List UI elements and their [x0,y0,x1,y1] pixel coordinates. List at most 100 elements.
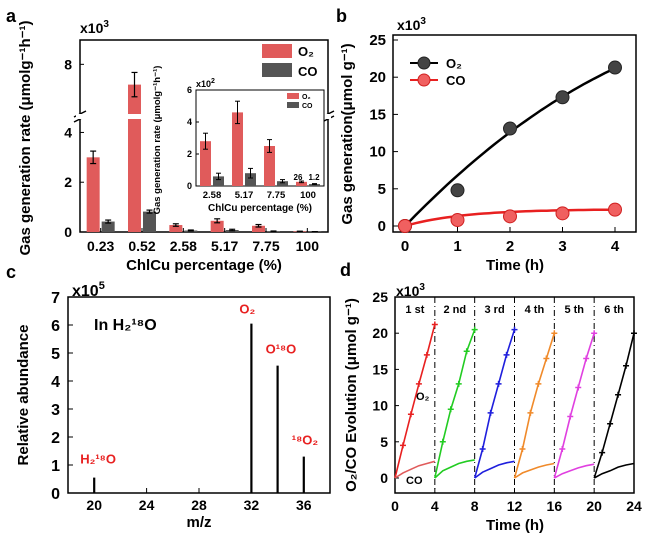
bar-o2 [169,225,183,232]
o2-line [473,329,516,479]
cycle-label: 1 st [405,304,424,316]
bar-co [143,211,156,232]
inset-legend-o2: O₂ [302,94,311,101]
inset-frame [195,89,325,187]
y-tick-label: 4 [64,124,72,140]
y-tick-label: 25 [372,289,388,305]
x-tick-label: 0 [391,498,399,514]
panel-d-multiplier: x103 [396,282,425,299]
o2-marker [519,446,526,453]
inset-bar-co [277,181,288,186]
inset-x-tick-label: 7.75 [267,190,286,201]
y-tick-label: 3 [51,402,60,419]
y-tick-label: 2 [64,174,72,190]
y-tick-label: 5 [51,346,60,363]
o2-marker [559,446,566,453]
inset-y-tick-label: 6 [187,85,192,95]
y-tick-label: 20 [369,69,386,86]
o2-line [553,332,595,479]
o2-marker [495,380,502,387]
panel-c-annotation: In H₂¹⁸O [94,317,157,334]
point-co [608,202,622,217]
x-tick-label: 7.75 [252,238,279,254]
inset-y-tick-label: 0 [187,181,192,191]
inset-y-tick-label: 2 [187,149,192,159]
peak-label: ¹⁸O₂ [292,433,319,448]
o2-marker [567,413,574,420]
o2-marker [511,326,518,333]
panel-b-chart: x103 Gas generation(μmol g⁻¹) Time (h) 0… [339,16,637,274]
cycle-label: 6 th [604,304,624,316]
series-label-o2: O₂ [416,391,430,403]
x-tick-label: 28 [191,497,207,513]
o2-marker [535,380,542,387]
x-tick-label: 12 [507,498,523,514]
x-tick-label: 0 [401,238,409,255]
o2-marker [607,420,614,427]
o2-marker [623,362,630,369]
x-tick-label: 0.52 [128,238,155,254]
o2-marker [455,380,462,387]
o2-line [434,329,476,479]
o2-marker [415,380,422,387]
o2-marker [631,330,637,337]
inset-value-label-o2: 26 [294,173,303,182]
inset-xlabel: ChlCu percentage (%) [208,203,312,214]
o2-marker [551,330,558,337]
inset-legend-swatch-co [287,102,299,108]
y-tick-label: 15 [372,361,388,377]
o2-marker [487,409,494,416]
co-line [474,460,515,479]
y-tick-label: 2 [51,430,60,447]
panel-label-b: b [336,6,347,26]
o2-marker [423,351,430,358]
co-line [394,460,436,479]
y-tick-label: 5 [380,434,388,450]
y-tick-label: 10 [369,144,386,161]
y-tick-label: 10 [372,398,388,414]
panel-a-frame [79,39,329,233]
x-tick-label: 36 [296,497,312,513]
panel-a-ylabel: Gas generation rate (μmolg⁻¹h⁻¹) [17,20,34,255]
point-co [450,213,465,228]
inset-bar-o2 [200,141,211,186]
y-tick-label: 0 [51,486,60,503]
inset-bar-co [245,173,256,186]
inset-x-tick-label: 5.17 [235,190,254,201]
panel-c-chart: x105 Relative abundance m/z In H₂¹⁸O 20 2… [15,280,331,531]
x-tick-label: 4 [611,238,620,255]
cycle-label: 4 th [525,304,545,316]
break-gap [81,114,201,119]
x-tick-label: 32 [244,497,260,513]
panel-b-frame [392,34,637,233]
point-co [555,206,570,221]
bar-co [101,221,115,232]
x-tick-label: 20 [586,498,602,514]
cycle-label: 5 th [564,304,584,316]
o2-marker [447,406,454,413]
o2-marker [439,438,446,445]
legend-label-o2: O₂ [298,44,314,59]
panel-a-inset: x102 Gas generation rate (μmolg⁻¹h⁻¹) Ch… [152,66,325,215]
panel-label-d: d [340,260,351,280]
panel-a-multiplier: x103 [80,19,109,36]
panel-a-xlabel: ChlCu percentage (%) [126,257,282,274]
legend-marker-co [417,73,431,87]
panel-label-c: c [6,262,16,282]
x-tick-label: 2 [506,238,514,255]
inset-ylabel: Gas generation rate (μmolg⁻¹h⁻¹) [152,66,163,215]
o2-marker [407,411,414,418]
o2-marker [575,384,582,391]
bar-o2 [86,157,100,232]
co-line [553,463,595,479]
y-tick-label: 5 [378,181,386,198]
peak-label: H₂¹⁸O [80,452,116,467]
o2-marker [431,321,438,328]
o2-marker [471,326,478,333]
panel-b-legend-co: CO [446,73,466,88]
y-tick-label: 6 [51,318,60,335]
x-tick-label: 20 [86,497,102,513]
x-tick-label: 5.17 [211,238,238,254]
co-line [434,459,475,479]
